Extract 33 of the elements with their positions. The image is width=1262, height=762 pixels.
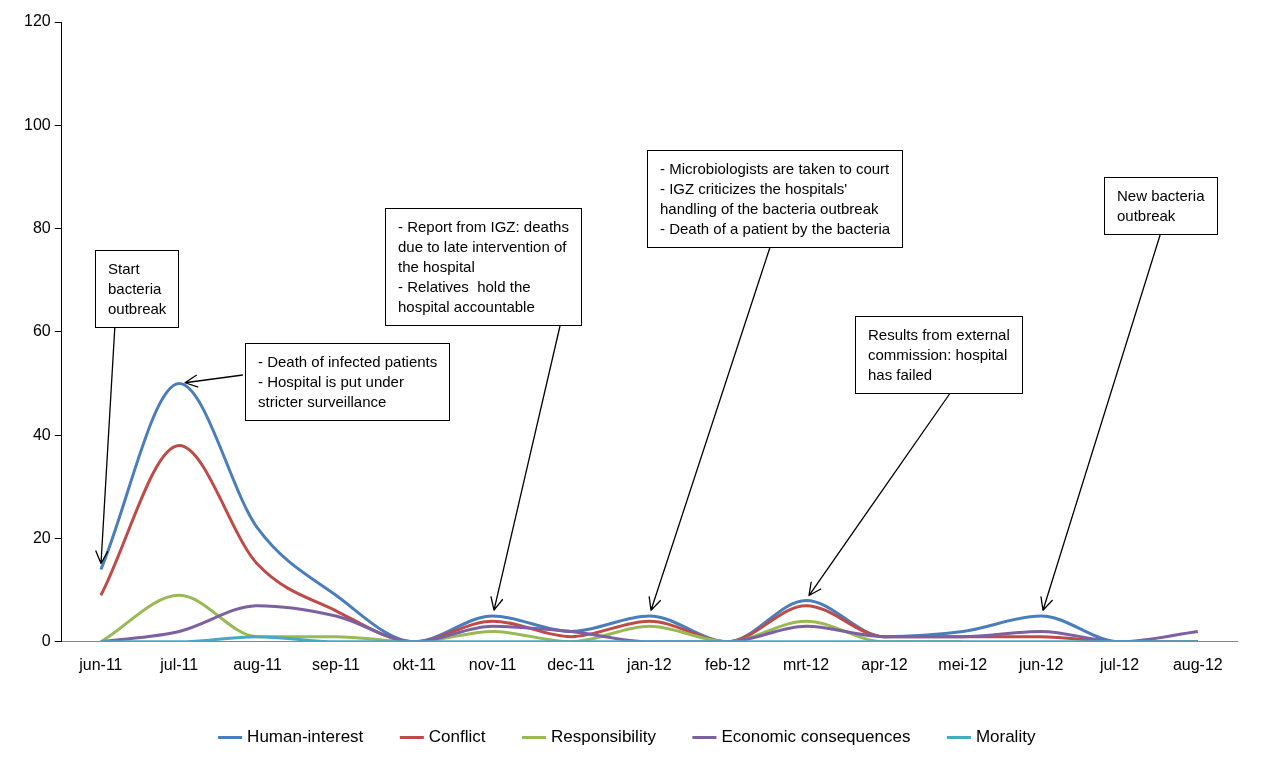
x-tick-label: jul-12 bbox=[1098, 655, 1140, 673]
y-tick-label: 120 bbox=[23, 12, 51, 30]
y-tick-label: 0 bbox=[41, 632, 51, 650]
annotation: Start bacteria outbreak bbox=[95, 250, 180, 328]
legend-label: Conflict bbox=[428, 727, 486, 747]
annotation: - Report from IGZ: deaths due to late intervention of the hospital - Relatives hold the hospital accountable bbox=[385, 208, 582, 326]
x-tick-label: mei-12 bbox=[938, 655, 988, 673]
x-tick-label: sep-11 bbox=[312, 655, 360, 673]
y-tick-label: 20 bbox=[32, 528, 51, 546]
y-tick-label: 100 bbox=[23, 115, 51, 133]
x-tick-label: jul-11 bbox=[159, 655, 199, 673]
x-tick-label: aug-11 bbox=[233, 655, 282, 673]
x-tick-label: apr-12 bbox=[861, 655, 908, 673]
annotation: - Microbiologists are taken to court - IGZ criticizes the hospitals' handling of the bacteria outbreak - Death of a patient by the bacteria bbox=[647, 150, 904, 248]
x-tick-label: jan-12 bbox=[626, 655, 672, 673]
legend-label: Economic consequences bbox=[721, 727, 911, 747]
x-tick-label: aug-12 bbox=[1172, 655, 1223, 673]
y-tick-label: 60 bbox=[32, 322, 51, 340]
x-tick-label: jun-11 bbox=[78, 655, 123, 673]
legend-label: Morality bbox=[975, 727, 1036, 747]
x-tick-label: okt-11 bbox=[392, 655, 437, 673]
legend-label: Human-interest bbox=[247, 727, 364, 747]
annotation: Results from external commission: hospital has failed bbox=[855, 316, 1023, 394]
y-tick-label: 40 bbox=[32, 425, 51, 443]
annotation: New bacteria outbreak bbox=[1104, 177, 1218, 235]
x-tick-label: dec-11 bbox=[547, 655, 595, 673]
y-tick-label: 80 bbox=[32, 219, 51, 237]
x-tick-label: nov-11 bbox=[468, 655, 517, 673]
x-tick-label: jun-12 bbox=[1017, 655, 1064, 673]
x-tick-label: feb-12 bbox=[705, 655, 751, 673]
legend-label: Responsibility bbox=[551, 727, 657, 747]
x-tick-label: mrt-12 bbox=[782, 655, 830, 673]
annotation: - Death of infected patients - Hospital is put under stricter surveillance bbox=[245, 343, 451, 421]
